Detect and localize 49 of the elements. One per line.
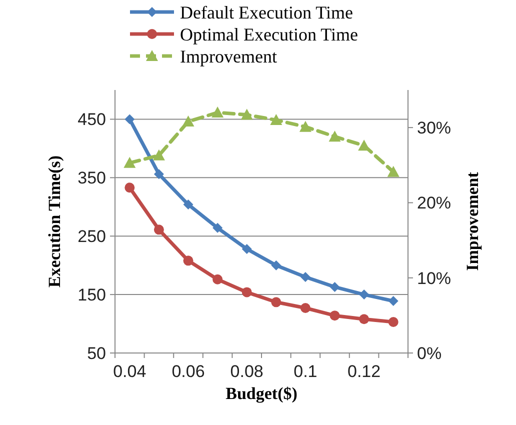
- point: [212, 274, 223, 284]
- point: [183, 200, 194, 210]
- legend-label: Optimal Execution Time: [180, 24, 358, 44]
- x-tick-label: 0.06: [172, 362, 205, 381]
- point: [387, 166, 400, 177]
- point: [330, 282, 340, 292]
- point: [359, 314, 370, 324]
- x-axis-title: Budget($): [226, 384, 298, 403]
- point: [124, 182, 135, 193]
- x-tick-label: 0.12: [348, 362, 381, 381]
- point: [242, 287, 252, 298]
- x-tick-label: 0.1: [294, 362, 318, 381]
- point: [183, 256, 194, 266]
- y2-tick-label: 20%: [417, 194, 452, 213]
- point: [242, 244, 252, 254]
- y-tick-label: 50: [87, 344, 106, 363]
- point: [359, 290, 370, 300]
- y-tick-label: 450: [78, 110, 106, 130]
- y-tick-label: 150: [78, 286, 106, 305]
- y2-tick-label: 30%: [417, 118, 452, 138]
- y2-tick-label: 0%: [417, 344, 442, 363]
- point: [328, 130, 341, 142]
- point: [271, 260, 282, 270]
- y-tick-label: 250: [78, 227, 106, 246]
- point: [152, 149, 165, 160]
- point: [124, 156, 136, 168]
- point: [212, 222, 223, 233]
- point: [299, 120, 312, 132]
- legend-label: Improvement: [180, 46, 277, 66]
- point: [182, 116, 194, 127]
- point: [388, 317, 398, 328]
- point: [300, 272, 310, 282]
- point: [124, 114, 135, 124]
- y2-axis-title: Improvement: [463, 172, 482, 271]
- point: [300, 303, 310, 313]
- point: [388, 296, 398, 306]
- point: [270, 114, 282, 126]
- x-tick-label: 0.04: [113, 362, 146, 381]
- legend-label: Default Execution Time: [180, 2, 353, 22]
- y-tick-label: 350: [78, 168, 106, 188]
- y-axis-title: Execution Time(s): [45, 155, 64, 288]
- point: [240, 108, 253, 120]
- point: [154, 169, 164, 180]
- point: [212, 106, 224, 118]
- point: [330, 310, 340, 321]
- x-tick-label: 0.08: [230, 362, 264, 381]
- y2-tick-label: 10%: [417, 268, 452, 288]
- point: [154, 224, 164, 235]
- point: [271, 297, 282, 308]
